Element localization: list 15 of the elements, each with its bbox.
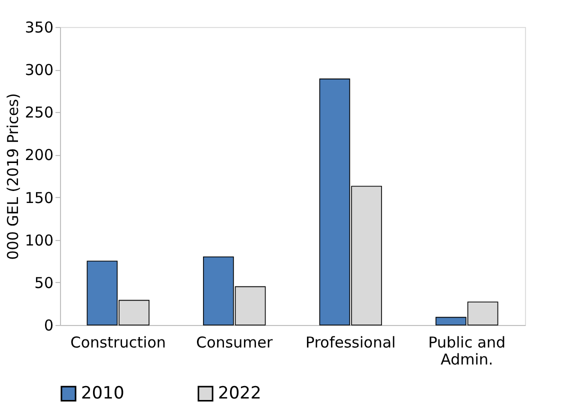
legend-label: 2022 [218, 384, 262, 404]
y-tick-label: 50 [34, 274, 54, 292]
y-tick-label: 100 [24, 231, 54, 250]
y-tick-label: 250 [24, 104, 54, 122]
x-tick-label: Construction [70, 334, 166, 352]
y-tick-label: 350 [24, 18, 54, 36]
x-tick-label: Consumer [196, 334, 274, 352]
x-tick-label: Professional [306, 334, 396, 352]
y-axis-title: 000 GEL (2019 Prices) [4, 93, 22, 260]
legend-label: 2010 [81, 384, 124, 404]
y-tick-label: 150 [24, 188, 54, 207]
y-tick-label: 0 [44, 316, 54, 334]
x-tick-label: Public and Admin. [428, 334, 506, 368]
y-tick-label: 300 [24, 61, 54, 80]
y-tick-label: 200 [24, 146, 54, 164]
